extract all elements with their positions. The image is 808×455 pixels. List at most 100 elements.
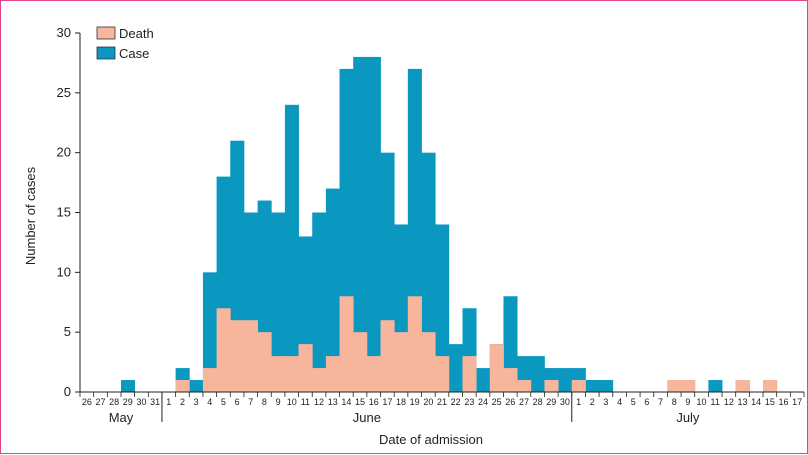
x-tick-label: 7 bbox=[248, 397, 253, 407]
x-tick-label: 5 bbox=[631, 397, 636, 407]
y-tick-labels-group: 0 5 10 15 20 25 30 bbox=[57, 25, 71, 399]
x-tick-label: 24 bbox=[478, 397, 488, 407]
x-tick-label: 3 bbox=[194, 397, 199, 407]
death-bar bbox=[517, 380, 532, 392]
death-bar bbox=[407, 296, 422, 392]
y-axis-title: Number of cases bbox=[23, 166, 38, 265]
x-tick-label: 9 bbox=[685, 397, 690, 407]
y-tick-label: 0 bbox=[64, 384, 71, 399]
case-bar bbox=[435, 224, 450, 392]
y-tick-label: 5 bbox=[64, 324, 71, 339]
case-bar bbox=[120, 380, 136, 392]
death-bar bbox=[735, 380, 750, 392]
x-tick-label: 28 bbox=[533, 397, 543, 407]
x-tick-label: 14 bbox=[751, 397, 761, 407]
x-tick-labels-group: 26 27 28 29 30 31 1 2 3 4 5 6 7 8 9 10 11 12 13 14 15 16 17 18 1… bbox=[82, 397, 802, 407]
legend-swatch-death bbox=[96, 26, 116, 40]
death-bar bbox=[571, 380, 586, 392]
case-bar bbox=[312, 212, 327, 392]
x-tick-label: 6 bbox=[235, 397, 240, 407]
month-labels-group: May June July bbox=[109, 410, 700, 425]
x-tick-label: 19 bbox=[410, 397, 420, 407]
case-bar bbox=[202, 272, 218, 392]
case-bar bbox=[599, 380, 614, 392]
x-tick-label: 21 bbox=[437, 397, 447, 407]
death-bar bbox=[284, 356, 299, 392]
death-bar bbox=[230, 320, 245, 392]
x-tick-label: 10 bbox=[287, 397, 297, 407]
death-bar bbox=[339, 296, 354, 392]
y-tick-label: 30 bbox=[57, 25, 71, 40]
x-tick-label: 23 bbox=[464, 397, 474, 407]
case-bar bbox=[271, 212, 286, 392]
case-bar bbox=[708, 380, 723, 392]
x-tick-label: 14 bbox=[341, 397, 351, 407]
month-label: June bbox=[353, 410, 381, 425]
case-bar bbox=[189, 380, 204, 392]
case-bar bbox=[476, 368, 491, 392]
x-axis-title: Date of admission bbox=[379, 432, 483, 447]
death-bar bbox=[380, 320, 395, 392]
x-tick-label: 10 bbox=[697, 397, 707, 407]
x-tick-label: 5 bbox=[221, 397, 226, 407]
death-bar bbox=[298, 344, 313, 392]
death-bars-group bbox=[175, 296, 778, 392]
case-bar bbox=[325, 188, 340, 392]
death-bar bbox=[667, 380, 682, 392]
x-tick-label: 12 bbox=[314, 397, 324, 407]
case-bar bbox=[585, 380, 600, 392]
x-tick-label: 15 bbox=[765, 397, 775, 407]
x-tick-label: 8 bbox=[262, 397, 267, 407]
x-tick-label: 9 bbox=[276, 397, 281, 407]
y-tick-label: 15 bbox=[57, 205, 71, 220]
x-tick-label: 31 bbox=[150, 397, 160, 407]
legend-label-death: Death bbox=[119, 26, 154, 41]
death-bar bbox=[271, 356, 286, 392]
death-bar bbox=[489, 344, 504, 392]
x-tick-label: 25 bbox=[492, 397, 502, 407]
x-tick-label: 26 bbox=[82, 397, 92, 407]
death-bar bbox=[257, 332, 272, 392]
x-tick-label: 1 bbox=[576, 397, 581, 407]
legend-swatch-case bbox=[96, 46, 116, 60]
x-tick-label: 17 bbox=[382, 397, 392, 407]
x-tick-label: 3 bbox=[603, 397, 608, 407]
x-tick-label: 29 bbox=[546, 397, 556, 407]
x-tick-label: 7 bbox=[658, 397, 663, 407]
case-bar bbox=[366, 56, 381, 392]
death-bar bbox=[216, 308, 231, 392]
x-tick-label: 11 bbox=[711, 397, 720, 407]
x-tick-label: 2 bbox=[180, 397, 185, 407]
x-tick-label: 8 bbox=[672, 397, 677, 407]
x-tick-label: 4 bbox=[617, 397, 622, 407]
month-label: July bbox=[676, 410, 700, 425]
death-bar bbox=[312, 368, 327, 392]
x-tick-label: 13 bbox=[328, 397, 338, 407]
case-bar bbox=[530, 356, 545, 392]
x-tick-label: 26 bbox=[505, 397, 515, 407]
death-bar bbox=[503, 368, 518, 392]
x-tick-label: 13 bbox=[738, 397, 748, 407]
death-bar bbox=[366, 356, 381, 392]
month-label: May bbox=[109, 410, 134, 425]
death-bar bbox=[544, 380, 559, 392]
y-tick-label: 10 bbox=[57, 264, 71, 279]
x-tick-label: 28 bbox=[109, 397, 119, 407]
x-tick-label: 20 bbox=[423, 397, 433, 407]
case-bar bbox=[448, 344, 463, 392]
x-tick-label: 30 bbox=[136, 397, 146, 407]
death-bar bbox=[681, 380, 696, 392]
death-bar bbox=[435, 356, 450, 392]
x-tick-label: 12 bbox=[724, 397, 734, 407]
case-bar bbox=[503, 296, 518, 392]
x-tick-label: 22 bbox=[451, 397, 461, 407]
y-tick-label: 20 bbox=[57, 145, 71, 160]
legend: Death Case bbox=[96, 26, 154, 61]
death-bar bbox=[243, 320, 258, 392]
death-bar bbox=[421, 332, 436, 392]
death-bar bbox=[353, 332, 368, 392]
x-tick-label: 15 bbox=[355, 397, 365, 407]
x-tick-label: 16 bbox=[369, 397, 379, 407]
x-tick-label: 16 bbox=[779, 397, 789, 407]
